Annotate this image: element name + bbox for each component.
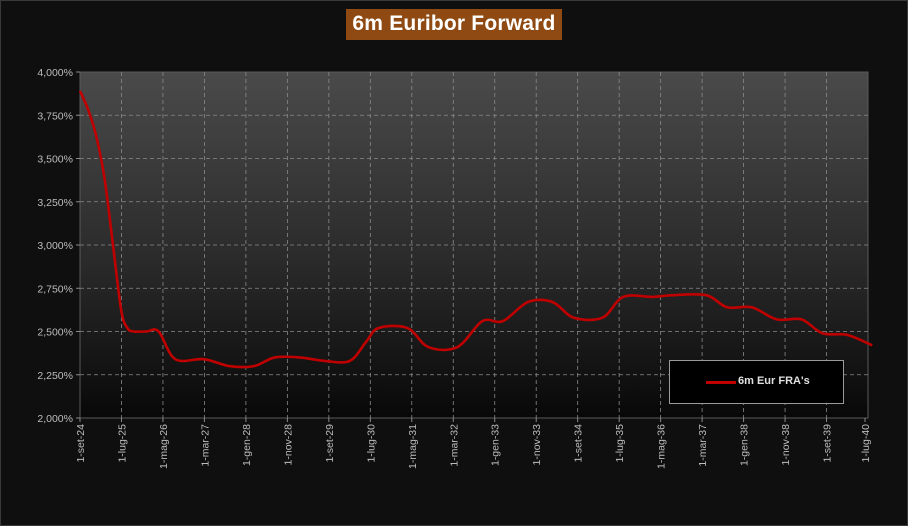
y-tick-label: 3,750%	[37, 110, 73, 122]
y-tick-label: 3,000%	[37, 240, 73, 252]
y-tick-label: 3,500%	[37, 154, 73, 166]
x-tick-label: 1-nov-28	[282, 424, 294, 466]
legend-label: 6m Eur FRA's	[738, 375, 810, 387]
x-tick-label: 1-mag-36	[656, 424, 668, 469]
x-tick-label: 1-lug-35	[614, 424, 626, 463]
series-lines	[78, 90, 873, 369]
y-tick-label: 2,000%	[37, 413, 73, 425]
x-axis-ticks: 1-set-24 1-lug-25 1-mag-26 1-mar-27 1-gen-28…	[75, 424, 872, 469]
x-tick-label: 1-set-24	[75, 424, 87, 463]
x-tick-label: 1-nov-33	[531, 424, 543, 466]
x-tick-label: 1-mag-31	[407, 424, 419, 469]
chart-title-container: 6m Euribor Forward	[0, 9, 908, 40]
y-tick-label: 3,250%	[37, 197, 73, 209]
x-tick-label: 1-nov-38	[780, 424, 792, 466]
y-tick-label: 4,000%	[37, 67, 73, 79]
x-tick-label: 1-mag-26	[158, 424, 170, 469]
x-tick-label: 1-gen-28	[241, 424, 253, 466]
y-axis-ticks: 4,000% 3,750% 3,500% 3,250% 3,000% 2,750% 2,50…	[37, 67, 73, 425]
x-tick-label: 1-mar-37	[697, 424, 709, 467]
x-tick-label: 1-mar-27	[199, 424, 211, 467]
series-line	[78, 90, 873, 369]
chart-title: 6m Euribor Forward	[346, 9, 562, 40]
x-tick-label: 1-set-34	[573, 424, 585, 463]
x-tick-label: 1-gen-33	[490, 424, 502, 466]
x-tick-label: 1-gen-38	[739, 424, 751, 466]
x-tick-label: 1-set-29	[324, 424, 336, 463]
legend-swatch	[706, 381, 736, 384]
y-tick-label: 2,250%	[37, 370, 73, 382]
y-tick-label: 2,750%	[37, 283, 73, 295]
x-tick-label: 1-lug-25	[116, 424, 128, 463]
x-tick-label: 1-mar-32	[448, 424, 460, 467]
y-tick-label: 2,500%	[37, 327, 73, 339]
legend: 6m Eur FRA's	[669, 360, 844, 404]
x-tick-label: 1-lug-40	[860, 424, 872, 463]
x-tick-label: 1-lug-30	[365, 424, 377, 463]
x-tick-label: 1-set-39	[822, 424, 834, 463]
